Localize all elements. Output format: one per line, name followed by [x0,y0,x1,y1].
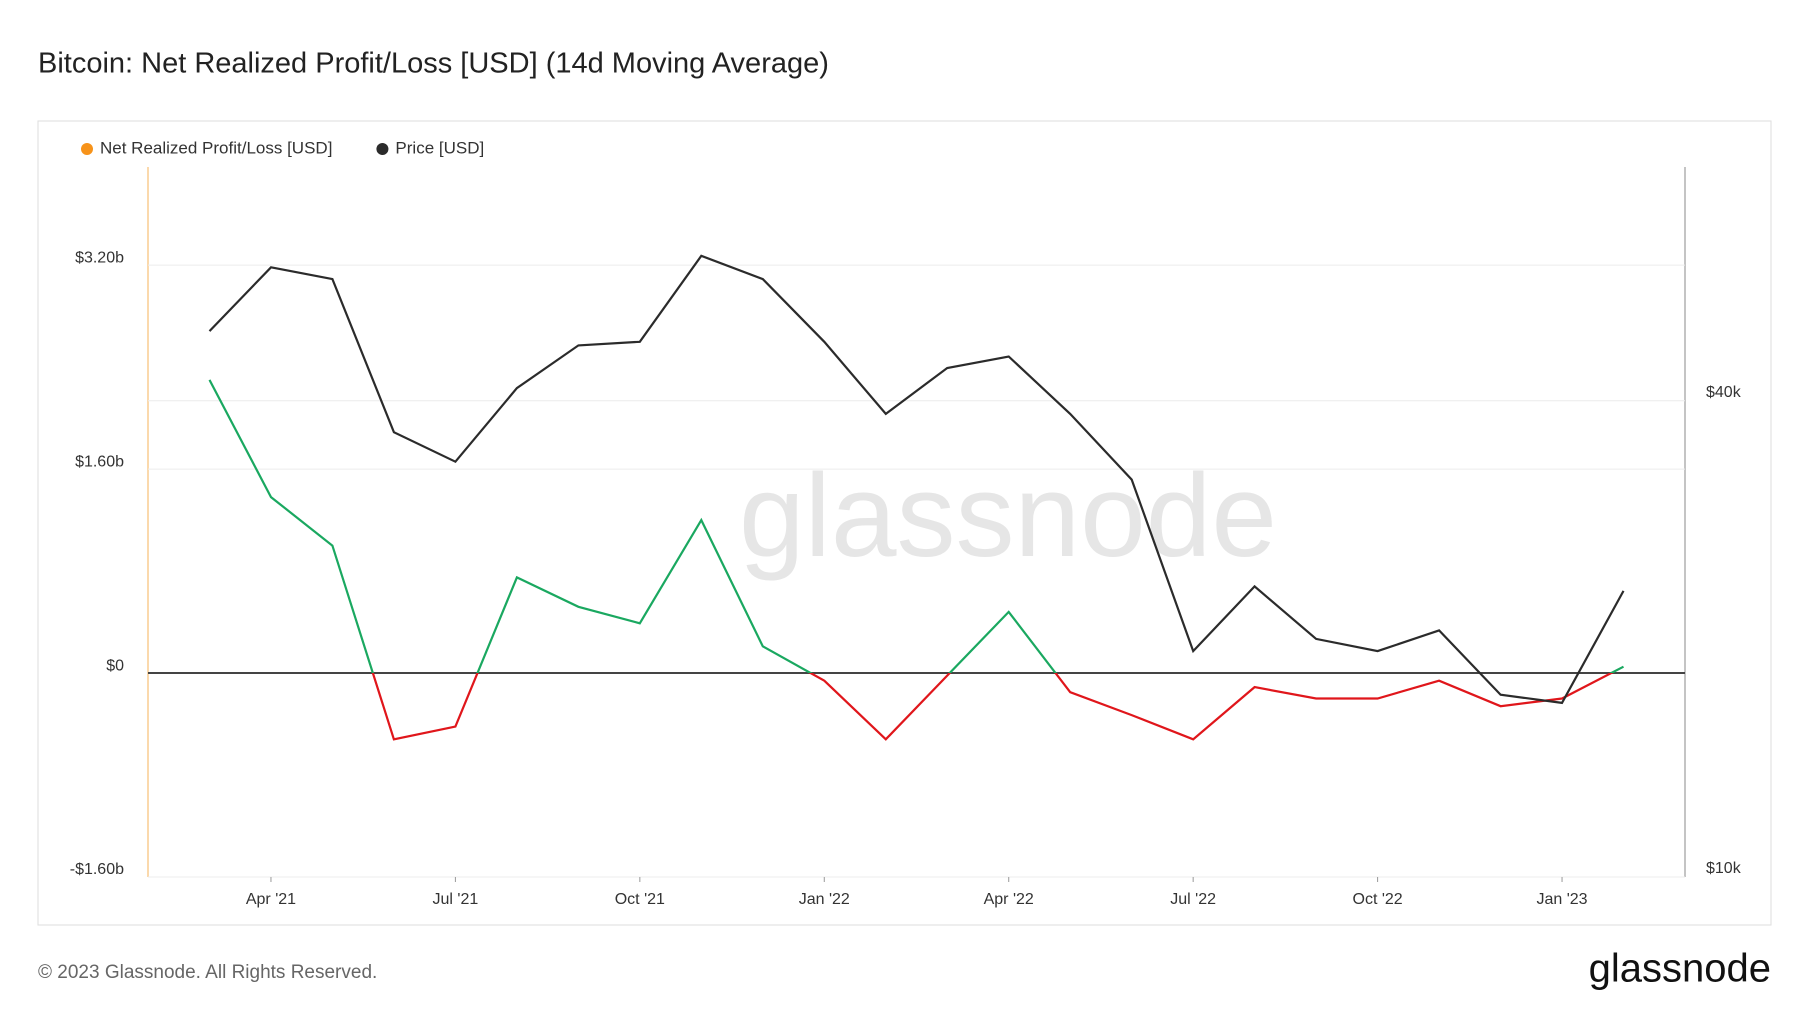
y-tick-label: $1.60b [75,453,124,470]
legend: Net Realized Profit/Loss [USD] Price [USD… [81,138,484,157]
panel [37,120,1772,926]
legend-marker [81,143,93,155]
x-tick-label: Apr '22 [984,891,1034,908]
pnl-line-negative [371,673,1614,741]
x-tick-label: Jan '23 [1536,891,1587,908]
y2-tick-label: $40k [1706,384,1742,401]
copyright: © 2023 Glassnode. All Rights Reserved. [38,962,377,983]
x-tick-label: Oct '22 [1353,891,1403,908]
y-tick-label: $0 [106,657,124,674]
x-tick-label: Jul '22 [1170,891,1216,908]
legend-marker [376,143,389,155]
x-tick-label: Jul '21 [433,891,479,908]
y-tick-label: $3.20b [75,249,124,266]
legend-label: Price [USD] [395,138,484,157]
logo: glassnode [1589,947,1771,991]
chart-title: Bitcoin: Net Realized Profit/Loss [USD] … [38,48,829,80]
price-line [208,254,1625,705]
x-tick-label: Apr '21 [246,891,296,908]
legend-label: Net Realized Profit/Loss [USD] [100,138,332,157]
watermark: glassnode [739,450,1277,582]
x-tick-label: Oct '21 [615,891,665,908]
x-tick-label: Jan '22 [799,891,850,908]
y2-tick-label: $10k [1706,860,1742,877]
y-tick-label: -$1.60b [70,861,124,878]
